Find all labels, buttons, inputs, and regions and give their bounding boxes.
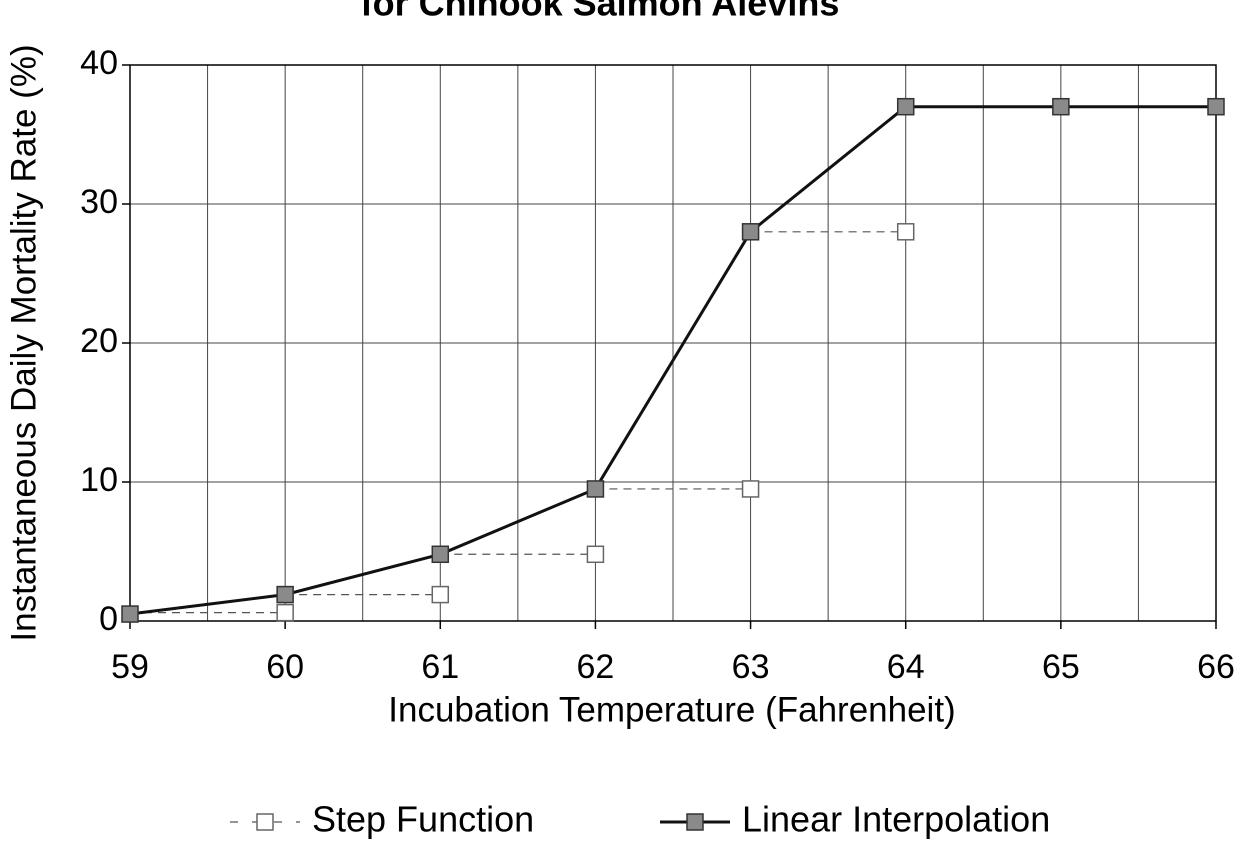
y-tick-label: 0 (99, 600, 118, 638)
marker (896, 97, 915, 116)
y-tick-label: 30 (80, 183, 118, 221)
marker (1052, 97, 1070, 116)
y-tick-label: 10 (80, 461, 118, 499)
y-axis-title: Instantaneous Daily Mortality Rate (%) (4, 44, 43, 641)
legend-label: Step Function (312, 799, 534, 840)
chart-title: for Chinook Salmon Alevins (361, 0, 840, 24)
plot-frame (129, 64, 1217, 622)
marker (431, 545, 450, 564)
x-tick-label: 60 (266, 648, 304, 686)
marker (1207, 97, 1225, 116)
marker (586, 545, 605, 564)
marker (431, 585, 450, 604)
y-tick-label: 20 (80, 322, 118, 360)
marker (896, 223, 915, 241)
marker (121, 605, 139, 623)
legend-marker (686, 813, 704, 831)
x-tick-label: 59 (111, 648, 149, 686)
x-tick-label: 63 (732, 648, 770, 686)
marker (741, 480, 760, 498)
legend-marker (256, 813, 274, 831)
x-tick-label: 62 (577, 648, 615, 686)
marker (586, 480, 605, 498)
x-tick-label: 65 (1042, 648, 1080, 686)
x-tick-label: 64 (887, 648, 925, 686)
marker (741, 223, 760, 241)
y-tick-label: 40 (80, 44, 118, 82)
series-line (129, 105, 1216, 616)
x-tick-label: 66 (1197, 648, 1235, 686)
marker (276, 603, 294, 622)
x-axis-title: Incubation Temperature (Fahrenheit) (388, 690, 955, 729)
legend-label: Linear Interpolation (742, 799, 1050, 840)
marker (276, 585, 294, 604)
x-tick-label: 61 (421, 648, 459, 686)
